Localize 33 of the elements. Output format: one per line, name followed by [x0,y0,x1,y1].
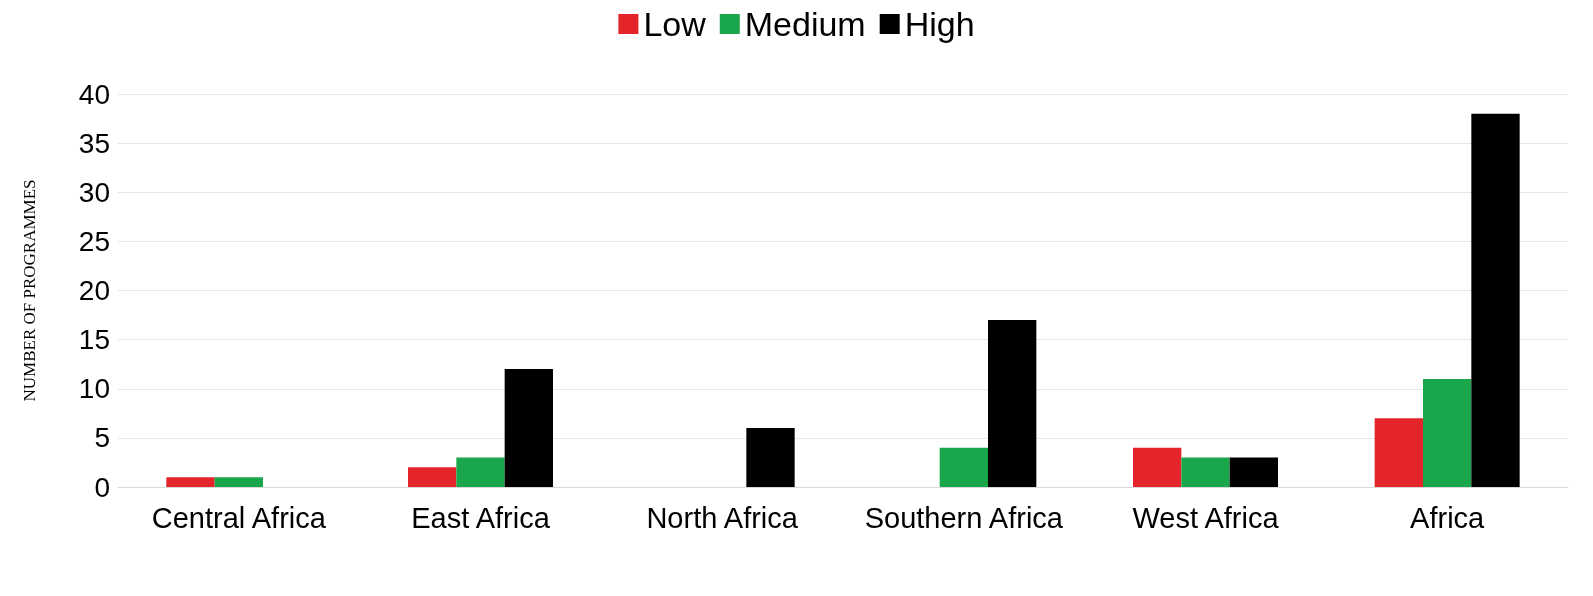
y-tick-label: 5 [94,422,110,454]
bar [746,428,795,487]
x-tick-label: North Africa [646,501,799,534]
x-tick-label: West Africa [1132,501,1280,534]
bar [504,369,553,487]
legend-label: High [904,5,975,43]
y-axis-title: NUMBER OF PROGRAMMES [20,179,39,402]
bar [456,457,505,487]
y-tick-label: 25 [78,225,110,257]
bar [214,477,263,487]
y-tick-label: 30 [78,176,110,208]
y-tick-label: 10 [78,373,110,405]
y-tick-label: 40 [78,78,110,110]
x-tick-label: East Africa [411,501,551,534]
y-tick-label: 35 [78,127,110,159]
x-tick-label: Africa [1410,501,1486,534]
bar [1133,447,1182,487]
bar [939,447,988,487]
bar [408,467,457,487]
x-tick-label: Central Africa [151,501,327,534]
bar [988,319,1037,487]
y-tick-label: 15 [78,324,110,356]
bar [1374,418,1423,487]
y-tick-label: 0 [94,471,110,503]
bar [1471,113,1520,487]
bar [1229,457,1278,487]
bar [1423,378,1472,487]
x-tick-label: Southern Africa [864,501,1064,534]
legend-label: Low [643,5,707,43]
y-tick-label: 20 [78,275,110,306]
bar [1181,457,1230,487]
bar [166,477,215,487]
legend-label: Medium [744,5,866,43]
